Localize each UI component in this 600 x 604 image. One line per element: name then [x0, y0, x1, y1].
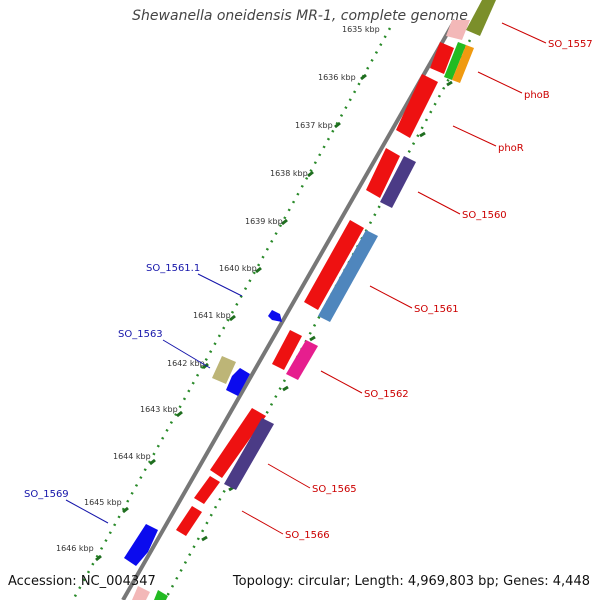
- gene-labels-right: SO_1557 phoB phoR SO_1560 SO_1561 SO_156…: [241, 22, 593, 541]
- topology-text: Topology: circular; Length: 4,969,803 bp…: [232, 574, 590, 589]
- gene-olive: [466, 0, 496, 36]
- feature-track: [163, 39, 472, 601]
- accession-text: Accession: NC_004347: [8, 574, 156, 589]
- gene-red-small-a: [194, 476, 220, 504]
- tick-label: 1637 kbp: [295, 121, 333, 130]
- tick-label: 1641 kbp: [193, 311, 231, 320]
- tick-label: 1640 kbp: [219, 264, 257, 273]
- tick-label: 1646 kbp: [56, 544, 94, 553]
- gene-label: phoB: [524, 90, 550, 101]
- gene-purple-so1560: [380, 156, 416, 208]
- tick-labels: 1635 kbp 1636 kbp 1637 kbp 1638 kbp 1639…: [56, 25, 380, 553]
- gene-orange-phor: [452, 45, 474, 83]
- gene-label: SO_1566: [285, 530, 330, 541]
- tick-label: 1644 kbp: [113, 452, 151, 461]
- gene-khaki-so1563: [212, 356, 236, 384]
- gene-labels-left: SO_1561.1 SO_1563 SO_1569: [24, 263, 243, 524]
- gene-red-so1560: [366, 148, 400, 198]
- tick-label: 1635 kbp: [342, 25, 380, 34]
- tick-label: 1642 kbp: [167, 359, 205, 368]
- gene-red-top: [430, 42, 454, 74]
- gene-label: SO_1562: [364, 389, 409, 400]
- gene-label: phoR: [498, 143, 524, 154]
- gene-label: SO_1563: [118, 329, 163, 340]
- gene-label: SO_1561.1: [146, 263, 200, 274]
- gene-red-phob: [396, 74, 438, 138]
- gene-green-bottom: [154, 590, 168, 600]
- gene-pink-so1562: [286, 340, 318, 380]
- tick-label: 1645 kbp: [84, 498, 122, 507]
- gene-label: SO_1561: [414, 304, 459, 315]
- genome-backbone: [121, 19, 457, 601]
- map-title: Shewanella oneidensis MR-1, complete gen…: [132, 8, 468, 24]
- gene-green-phob: [444, 42, 466, 80]
- gene-red-so1566: [176, 506, 202, 536]
- gene-blue-so1563: [226, 368, 250, 396]
- gene-blue-so1561-1: [268, 310, 282, 322]
- gene-label: SO_1569: [24, 489, 69, 500]
- tick-label: 1636 kbp: [318, 73, 356, 82]
- gene-label: SO_1565: [312, 484, 357, 495]
- gene-faded-bottom: [132, 586, 150, 600]
- tick-label: 1643 kbp: [140, 405, 178, 414]
- gene-label: SO_1560: [462, 210, 507, 221]
- gene-red-so1562: [272, 330, 302, 370]
- tick-track: [71, 27, 392, 601]
- gene-blue-so1569: [124, 524, 158, 566]
- tick-label: 1639 kbp: [245, 217, 283, 226]
- gene-purple-so1565: [224, 418, 274, 490]
- tick-marks: [95, 73, 367, 562]
- gene-label: SO_1557: [548, 39, 593, 50]
- gene-red-so1565: [210, 408, 266, 478]
- tick-label: 1638 kbp: [270, 169, 308, 178]
- gene-steelblue-so1561: [318, 230, 378, 322]
- gene-faded-top: [446, 20, 470, 40]
- gene-red-so1561: [304, 220, 364, 310]
